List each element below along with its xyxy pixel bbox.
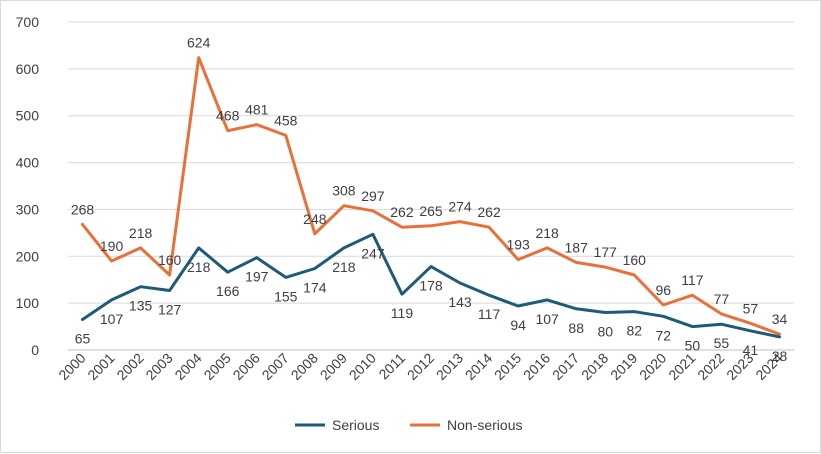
data-label-non-serious: 274 <box>448 199 472 215</box>
data-label-non-serious: 297 <box>361 188 385 204</box>
x-tick-label: 2021 <box>665 350 698 383</box>
data-label-serious: 55 <box>714 335 730 351</box>
data-label-non-serious: 187 <box>565 239 589 255</box>
data-label-non-serious: 481 <box>245 102 269 118</box>
data-label-serious: 107 <box>535 311 559 327</box>
data-label-non-serious: 262 <box>477 204 501 220</box>
data-label-serious: 135 <box>129 298 153 314</box>
data-label-serious: 88 <box>568 320 584 336</box>
x-tick-label: 2009 <box>317 350 350 383</box>
x-tick-label: 2015 <box>491 350 524 383</box>
data-label-non-serious: 218 <box>535 225 559 241</box>
data-label-serious: 41 <box>743 342 759 358</box>
y-tick-label: 100 <box>16 295 40 311</box>
data-label-non-serious: 218 <box>129 225 153 241</box>
data-label-serious: 166 <box>216 283 240 299</box>
data-label-non-serious: 96 <box>656 282 672 298</box>
x-tick-label: 2005 <box>200 350 233 383</box>
data-label-non-serious: 177 <box>594 244 618 260</box>
x-tick-label: 2006 <box>230 350 263 383</box>
data-label-non-serious: 268 <box>71 201 95 217</box>
x-tick-label: 2019 <box>607 350 640 383</box>
x-tick-label: 2017 <box>549 350 582 383</box>
data-label-serious: 117 <box>478 306 501 322</box>
data-label-non-serious: 262 <box>390 204 414 220</box>
data-label-non-serious: 190 <box>100 238 124 254</box>
series-line-serious <box>81 232 781 339</box>
data-labels: 268 190 218 160 624 468 481 458 248 308 297 262 265 2… <box>71 35 788 364</box>
data-label-serious: 218 <box>187 259 211 275</box>
x-tick-label: 2003 <box>142 350 175 383</box>
data-label-serious: 82 <box>626 323 642 339</box>
x-tick-label: 2020 <box>636 350 669 383</box>
data-label-serious: 247 <box>361 245 385 261</box>
y-tick-label: 200 <box>16 248 40 264</box>
y-tick-label: 300 <box>16 201 40 217</box>
y-tick-label: 0 <box>31 342 39 358</box>
data-label-non-serious: 265 <box>419 203 443 219</box>
x-tick-label: 2001 <box>84 350 117 383</box>
x-tick-label: 2014 <box>462 350 495 383</box>
data-label-serious: 178 <box>419 278 443 294</box>
x-axis: 2000200120022003200420052006200720082009… <box>55 350 785 383</box>
x-tick-label: 2013 <box>433 350 466 383</box>
x-tick-label: 2008 <box>288 350 321 383</box>
series-lines <box>81 56 781 339</box>
data-label-serious: 80 <box>597 324 613 340</box>
data-label-serious: 28 <box>772 348 788 364</box>
data-label-non-serious: 624 <box>187 35 211 51</box>
x-tick-label: 2022 <box>694 350 727 383</box>
x-tick-label: 2010 <box>346 350 379 383</box>
data-label-serious: 50 <box>685 338 701 354</box>
data-label-serious: 155 <box>274 288 298 304</box>
data-label-serious: 218 <box>332 259 356 275</box>
legend-label-non-serious: Non-serious <box>447 417 522 433</box>
data-label-non-serious: 57 <box>743 300 759 316</box>
x-tick-label: 2011 <box>375 350 408 383</box>
x-tick-label: 2018 <box>578 350 611 383</box>
data-label-serious: 174 <box>303 279 327 295</box>
x-tick-label: 2000 <box>55 350 88 383</box>
data-label-non-serious: 160 <box>158 252 182 268</box>
data-label-non-serious: 468 <box>216 108 240 124</box>
x-tick-label: 2012 <box>404 350 437 383</box>
legend-label-serious: Serious <box>332 417 379 433</box>
x-tick-label: 2007 <box>259 350 292 383</box>
y-tick-label: 600 <box>16 61 40 77</box>
x-tick-label: 2002 <box>113 350 146 383</box>
data-label-serious: 119 <box>391 305 414 321</box>
data-label-serious: 127 <box>158 301 182 317</box>
data-label-non-serious: 117 <box>681 272 704 288</box>
y-tick-label: 400 <box>16 155 40 171</box>
x-tick-label: 2016 <box>520 350 553 383</box>
data-label-serious: 197 <box>245 269 269 285</box>
data-label-serious: 107 <box>100 311 124 327</box>
data-label-non-serious: 193 <box>506 237 530 253</box>
x-tick-label: 2004 <box>171 350 204 383</box>
y-axis: 0 100 200 300 400 500 600 700 <box>16 14 40 358</box>
legend: Serious Non-serious <box>295 417 522 433</box>
y-tick-label: 500 <box>16 108 40 124</box>
gridlines <box>68 21 794 351</box>
data-label-non-serious: 248 <box>303 211 327 227</box>
data-label-serious: 143 <box>448 294 472 310</box>
data-label-non-serious: 458 <box>274 112 298 128</box>
series-line-non-serious <box>81 56 781 336</box>
data-label-non-serious: 77 <box>714 291 730 307</box>
data-label-non-serious: 34 <box>772 311 788 327</box>
data-label-serious: 65 <box>75 331 91 347</box>
data-label-serious: 72 <box>656 327 672 343</box>
data-label-non-serious: 308 <box>332 183 356 199</box>
data-label-non-serious: 160 <box>623 252 647 268</box>
y-tick-label: 700 <box>16 14 40 30</box>
data-label-serious: 94 <box>510 317 526 333</box>
